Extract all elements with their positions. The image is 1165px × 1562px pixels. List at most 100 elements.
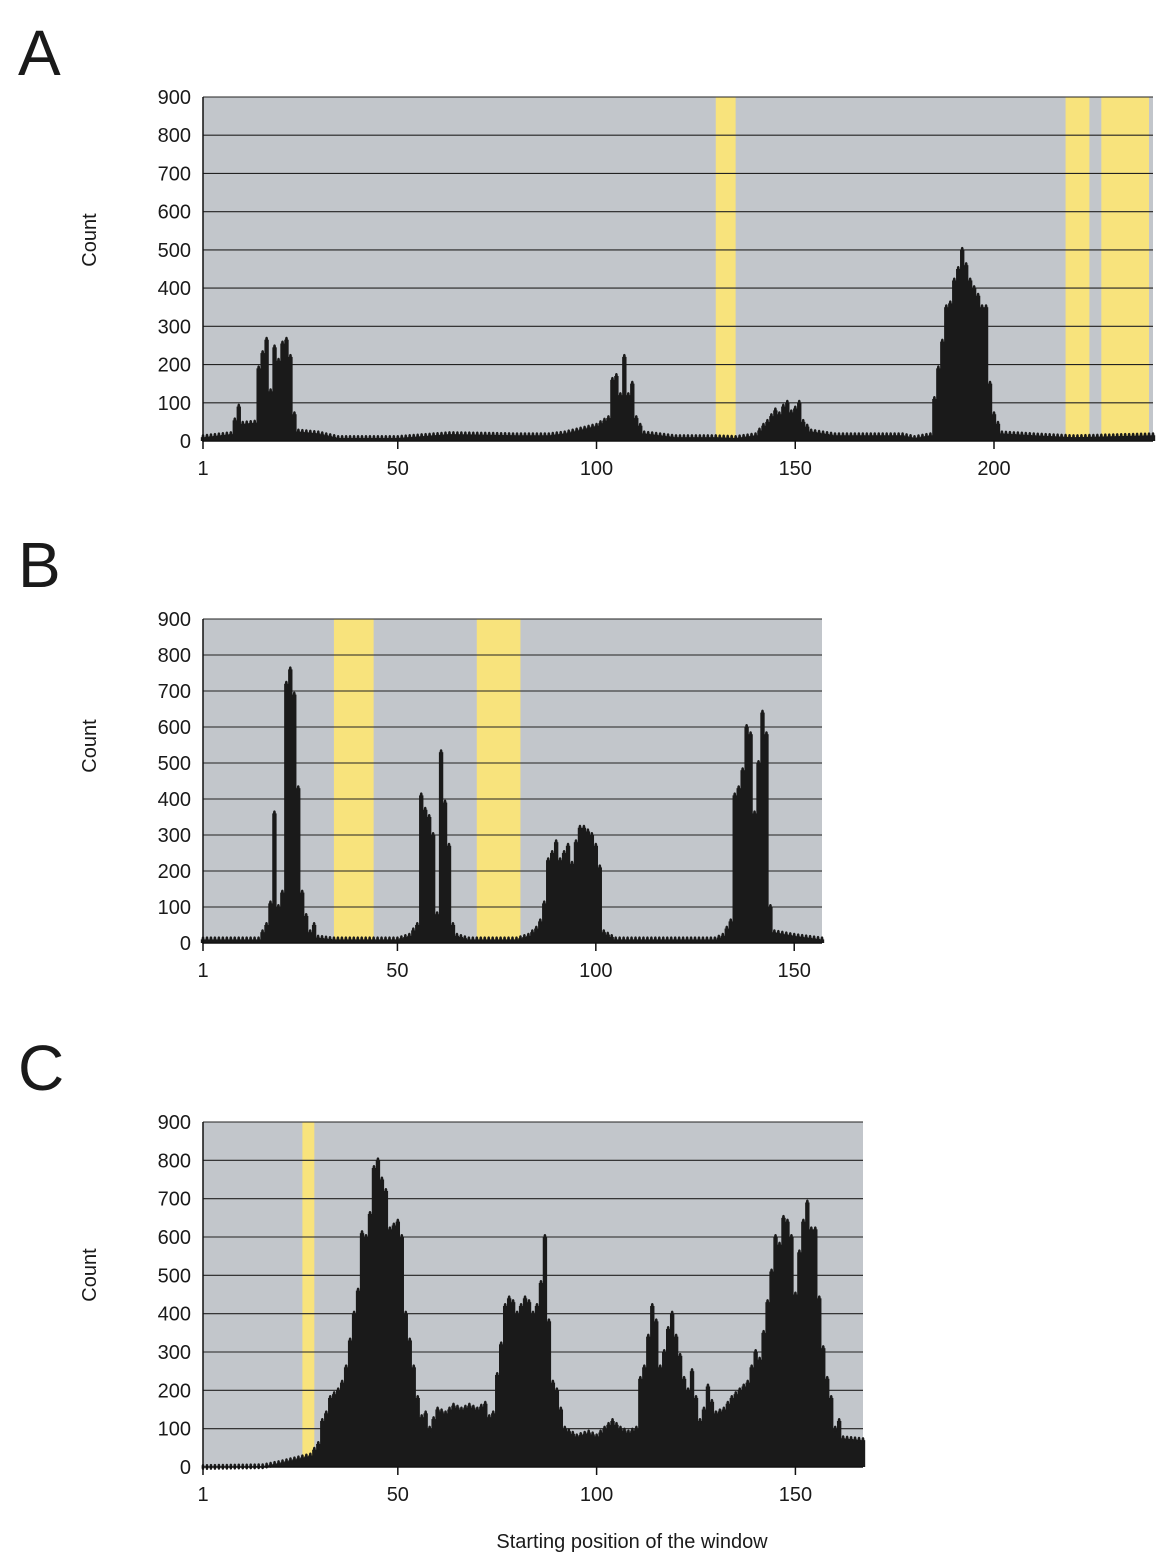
- bar-cap: [666, 433, 670, 440]
- y-tick-label: 700: [158, 681, 191, 703]
- bar: [450, 925, 456, 943]
- bar-cap: [1072, 434, 1075, 441]
- bar-cap: [554, 839, 558, 846]
- bar: [768, 907, 773, 943]
- bar-cap: [503, 936, 506, 943]
- bar-cap: [682, 434, 686, 441]
- bar: [399, 1237, 404, 1467]
- bar: [272, 813, 277, 943]
- bar: [769, 1271, 774, 1467]
- bar-cap: [483, 1400, 487, 1407]
- bar: [276, 360, 281, 441]
- bar-cap: [816, 935, 820, 942]
- bar-cap: [1064, 433, 1067, 440]
- bar: [431, 1419, 436, 1467]
- bar-cap: [1111, 433, 1115, 440]
- bar-cap: [217, 432, 221, 439]
- bar-cap: [547, 1318, 551, 1325]
- bar-cap: [1016, 431, 1020, 438]
- bar: [467, 1405, 472, 1467]
- bar-cap: [257, 936, 260, 943]
- bar: [606, 418, 611, 441]
- bar-cap: [344, 434, 348, 441]
- bar-cap: [285, 336, 288, 343]
- bar-cap: [547, 432, 551, 439]
- bar: [740, 770, 745, 943]
- bar-cap: [567, 1428, 571, 1435]
- bar-cap: [324, 1410, 328, 1417]
- bar-cap: [380, 936, 383, 943]
- bar: [455, 1407, 460, 1467]
- bar-cap: [408, 434, 412, 441]
- bar-cap: [503, 1303, 507, 1309]
- bar: [375, 1160, 381, 1467]
- bar-cap: [257, 365, 261, 372]
- y-tick-label: 600: [158, 202, 191, 224]
- bar: [550, 1382, 556, 1467]
- bar: [451, 1405, 456, 1467]
- bar: [458, 937, 464, 943]
- bar-cap: [729, 918, 733, 925]
- bar-cap: [253, 936, 256, 943]
- bar: [447, 1409, 452, 1467]
- bar: [840, 1438, 846, 1467]
- bar-cap: [689, 936, 693, 943]
- bar: [825, 1378, 830, 1467]
- bar: [773, 1237, 778, 1467]
- bar-cap: [820, 936, 824, 943]
- bar-cap: [722, 434, 726, 441]
- highlight-band: [476, 619, 521, 943]
- bar: [793, 408, 798, 441]
- bar-cap: [491, 1410, 495, 1417]
- bar-cap: [293, 411, 296, 418]
- bar: [602, 420, 607, 441]
- bar: [387, 1229, 393, 1467]
- bar: [443, 1413, 448, 1467]
- bar: [228, 434, 234, 441]
- bar-cap: [1143, 432, 1147, 439]
- bar: [793, 1294, 798, 1467]
- y-tick-label: 800: [158, 1150, 191, 1172]
- bar: [553, 842, 559, 943]
- y-tick-label: 200: [158, 355, 191, 377]
- bar-cap: [1040, 432, 1044, 439]
- bar: [451, 434, 456, 441]
- x-tick-label: 150: [778, 960, 811, 982]
- bar: [438, 752, 444, 943]
- bar: [801, 421, 806, 441]
- bar-cap: [483, 936, 487, 943]
- bar-cap: [431, 832, 435, 838]
- bar-cap: [622, 936, 625, 943]
- bar-cap: [403, 934, 407, 940]
- bar-cap: [435, 911, 439, 918]
- bar-cap: [538, 918, 542, 925]
- bar: [430, 835, 436, 943]
- bar: [554, 1390, 560, 1467]
- bar-cap: [360, 936, 364, 943]
- bar: [514, 1313, 520, 1467]
- bar-cap: [749, 731, 752, 738]
- bar-cap: [583, 425, 586, 432]
- bar-cap: [721, 932, 725, 939]
- bar-cap: [932, 395, 936, 402]
- bar-cap: [869, 432, 873, 439]
- bar-cap: [479, 431, 483, 438]
- bar-cap: [785, 399, 789, 406]
- bar: [622, 1430, 627, 1467]
- bar: [256, 368, 261, 441]
- bar: [454, 935, 460, 943]
- bar: [737, 1390, 742, 1467]
- bar-cap: [661, 936, 665, 943]
- bar: [557, 860, 563, 943]
- bar-cap: [376, 936, 379, 943]
- highlight-band: [333, 619, 374, 943]
- bar: [817, 1298, 822, 1467]
- bar: [792, 935, 797, 943]
- bar-cap: [821, 430, 825, 437]
- bar-cap: [503, 432, 507, 439]
- bar: [594, 425, 599, 441]
- bar-cap: [1151, 432, 1155, 439]
- bar-cap: [388, 434, 392, 441]
- bar-cap: [812, 935, 816, 942]
- bar-cap: [312, 1446, 316, 1453]
